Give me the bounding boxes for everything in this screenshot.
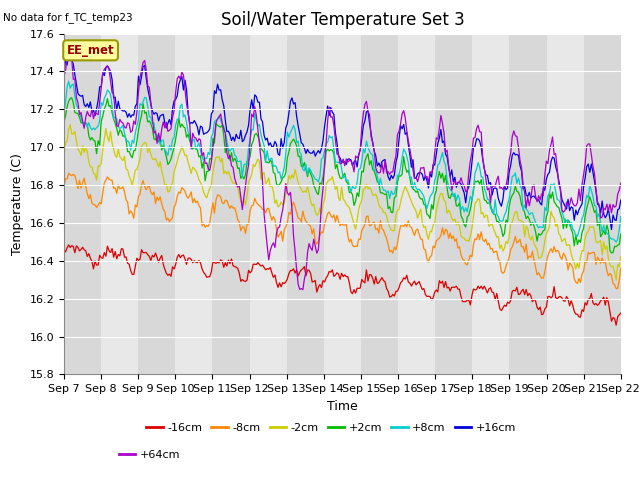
+16cm [255, 99, 263, 105]
-2cm [588, 224, 595, 230]
+64cm [246, 138, 254, 144]
Line: +8cm: +8cm [64, 81, 621, 242]
+64cm [299, 287, 307, 292]
+16cm [130, 112, 138, 118]
+2cm [246, 154, 254, 159]
+2cm [607, 250, 615, 256]
+8cm [130, 140, 138, 146]
-8cm [60, 183, 68, 189]
Bar [547, 34, 584, 374]
+64cm [255, 141, 263, 146]
+16cm [617, 197, 625, 203]
Y-axis label: Temperature (C): Temperature (C) [11, 153, 24, 255]
+16cm [588, 161, 595, 167]
-16cm [255, 262, 263, 267]
+16cm [228, 138, 236, 144]
-16cm [130, 272, 138, 277]
Line: -2cm: -2cm [64, 125, 621, 280]
-16cm [246, 270, 254, 276]
+16cm [60, 70, 68, 76]
+2cm [255, 138, 263, 144]
Bar [101, 34, 138, 374]
-16cm [65, 242, 72, 248]
-2cm [60, 153, 68, 158]
-2cm [617, 253, 625, 259]
+8cm [255, 121, 263, 127]
-2cm [67, 122, 74, 128]
+2cm [617, 231, 625, 237]
Bar [398, 34, 435, 374]
-2cm [255, 158, 263, 164]
-2cm [246, 176, 254, 181]
-8cm [588, 250, 595, 256]
+2cm [68, 95, 76, 101]
+2cm [60, 119, 68, 124]
+16cm [246, 107, 254, 112]
Bar [287, 34, 324, 374]
Bar [324, 34, 361, 374]
+64cm [60, 73, 68, 79]
+2cm [305, 166, 313, 172]
+64cm [228, 163, 236, 168]
Bar [212, 34, 250, 374]
+2cm [228, 150, 236, 156]
+8cm [305, 165, 313, 171]
-8cm [65, 170, 72, 176]
Text: EE_met: EE_met [67, 44, 115, 57]
-8cm [617, 265, 625, 271]
-8cm [228, 203, 236, 209]
Bar [509, 34, 547, 374]
-2cm [305, 190, 313, 196]
Bar [138, 34, 175, 374]
+16cm [305, 149, 313, 155]
-2cm [612, 277, 620, 283]
+64cm [617, 180, 625, 186]
-8cm [612, 286, 620, 291]
Bar [250, 34, 287, 374]
-8cm [246, 208, 254, 214]
-16cm [228, 256, 236, 262]
+8cm [246, 137, 254, 143]
Line: +16cm: +16cm [64, 55, 621, 229]
Text: No data for f_TC_temp23: No data for f_TC_temp23 [3, 12, 133, 23]
Bar [175, 34, 212, 374]
-16cm [617, 310, 625, 316]
Bar [472, 34, 509, 374]
Bar [584, 34, 621, 374]
+16cm [65, 52, 72, 58]
-16cm [588, 291, 595, 297]
+8cm [612, 240, 620, 245]
-8cm [130, 216, 138, 221]
+16cm [607, 227, 615, 232]
-16cm [305, 267, 313, 273]
+8cm [617, 214, 625, 220]
-16cm [60, 246, 68, 252]
+8cm [65, 78, 72, 84]
+64cm [67, 48, 74, 53]
Line: -8cm: -8cm [64, 173, 621, 288]
Title: Soil/Water Temperature Set 3: Soil/Water Temperature Set 3 [221, 11, 464, 29]
-16cm [612, 322, 620, 328]
+8cm [228, 146, 236, 152]
Bar [361, 34, 398, 374]
-8cm [305, 222, 313, 228]
+64cm [307, 245, 314, 251]
Legend: +64cm: +64cm [114, 445, 184, 464]
Line: +64cm: +64cm [64, 50, 621, 289]
+64cm [130, 118, 138, 124]
-8cm [255, 203, 263, 209]
+8cm [60, 111, 68, 117]
+8cm [588, 187, 595, 193]
Bar [64, 34, 101, 374]
+2cm [130, 148, 138, 154]
Line: +2cm: +2cm [64, 98, 621, 253]
-2cm [228, 178, 236, 183]
X-axis label: Time: Time [327, 400, 358, 413]
-2cm [130, 175, 138, 181]
+64cm [589, 163, 596, 169]
+2cm [588, 199, 595, 204]
Line: -16cm: -16cm [64, 245, 621, 325]
Bar [435, 34, 472, 374]
